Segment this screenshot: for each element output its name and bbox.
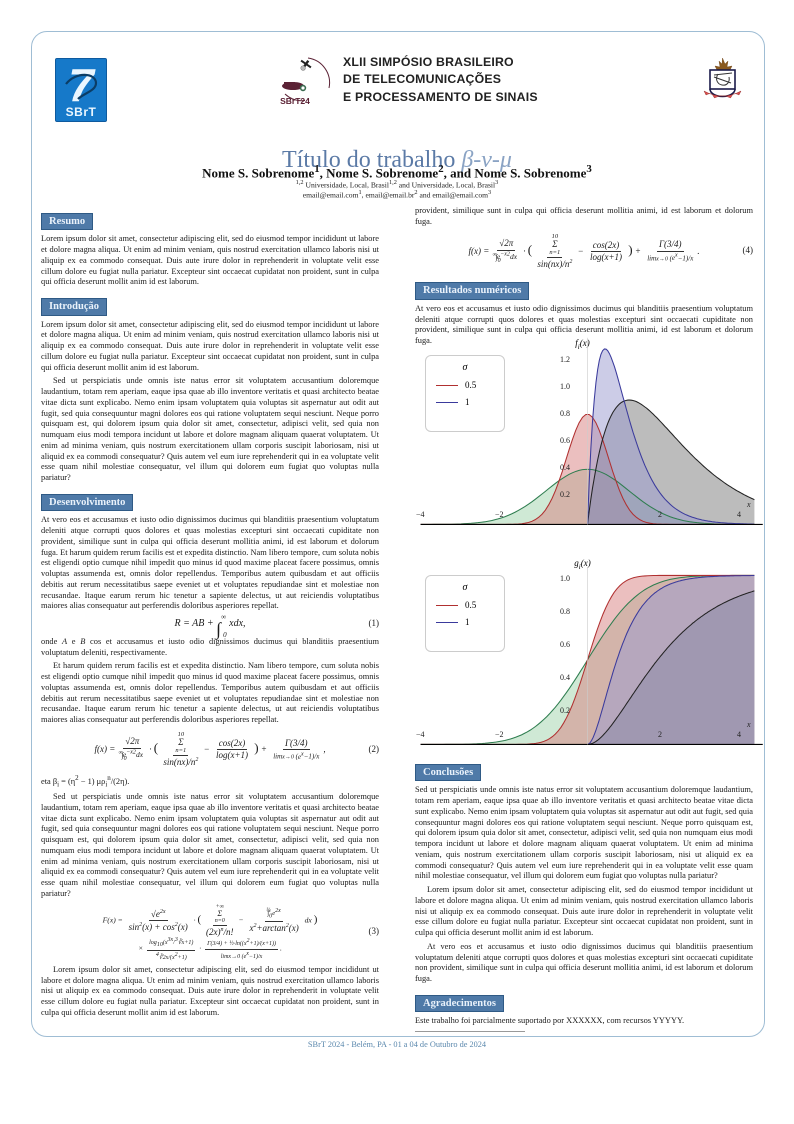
svg-text:7: 7 <box>68 59 96 111</box>
svg-text:SBrT24: SBrT24 <box>280 96 310 106</box>
svg-text:SBrT: SBrT <box>66 105 97 119</box>
